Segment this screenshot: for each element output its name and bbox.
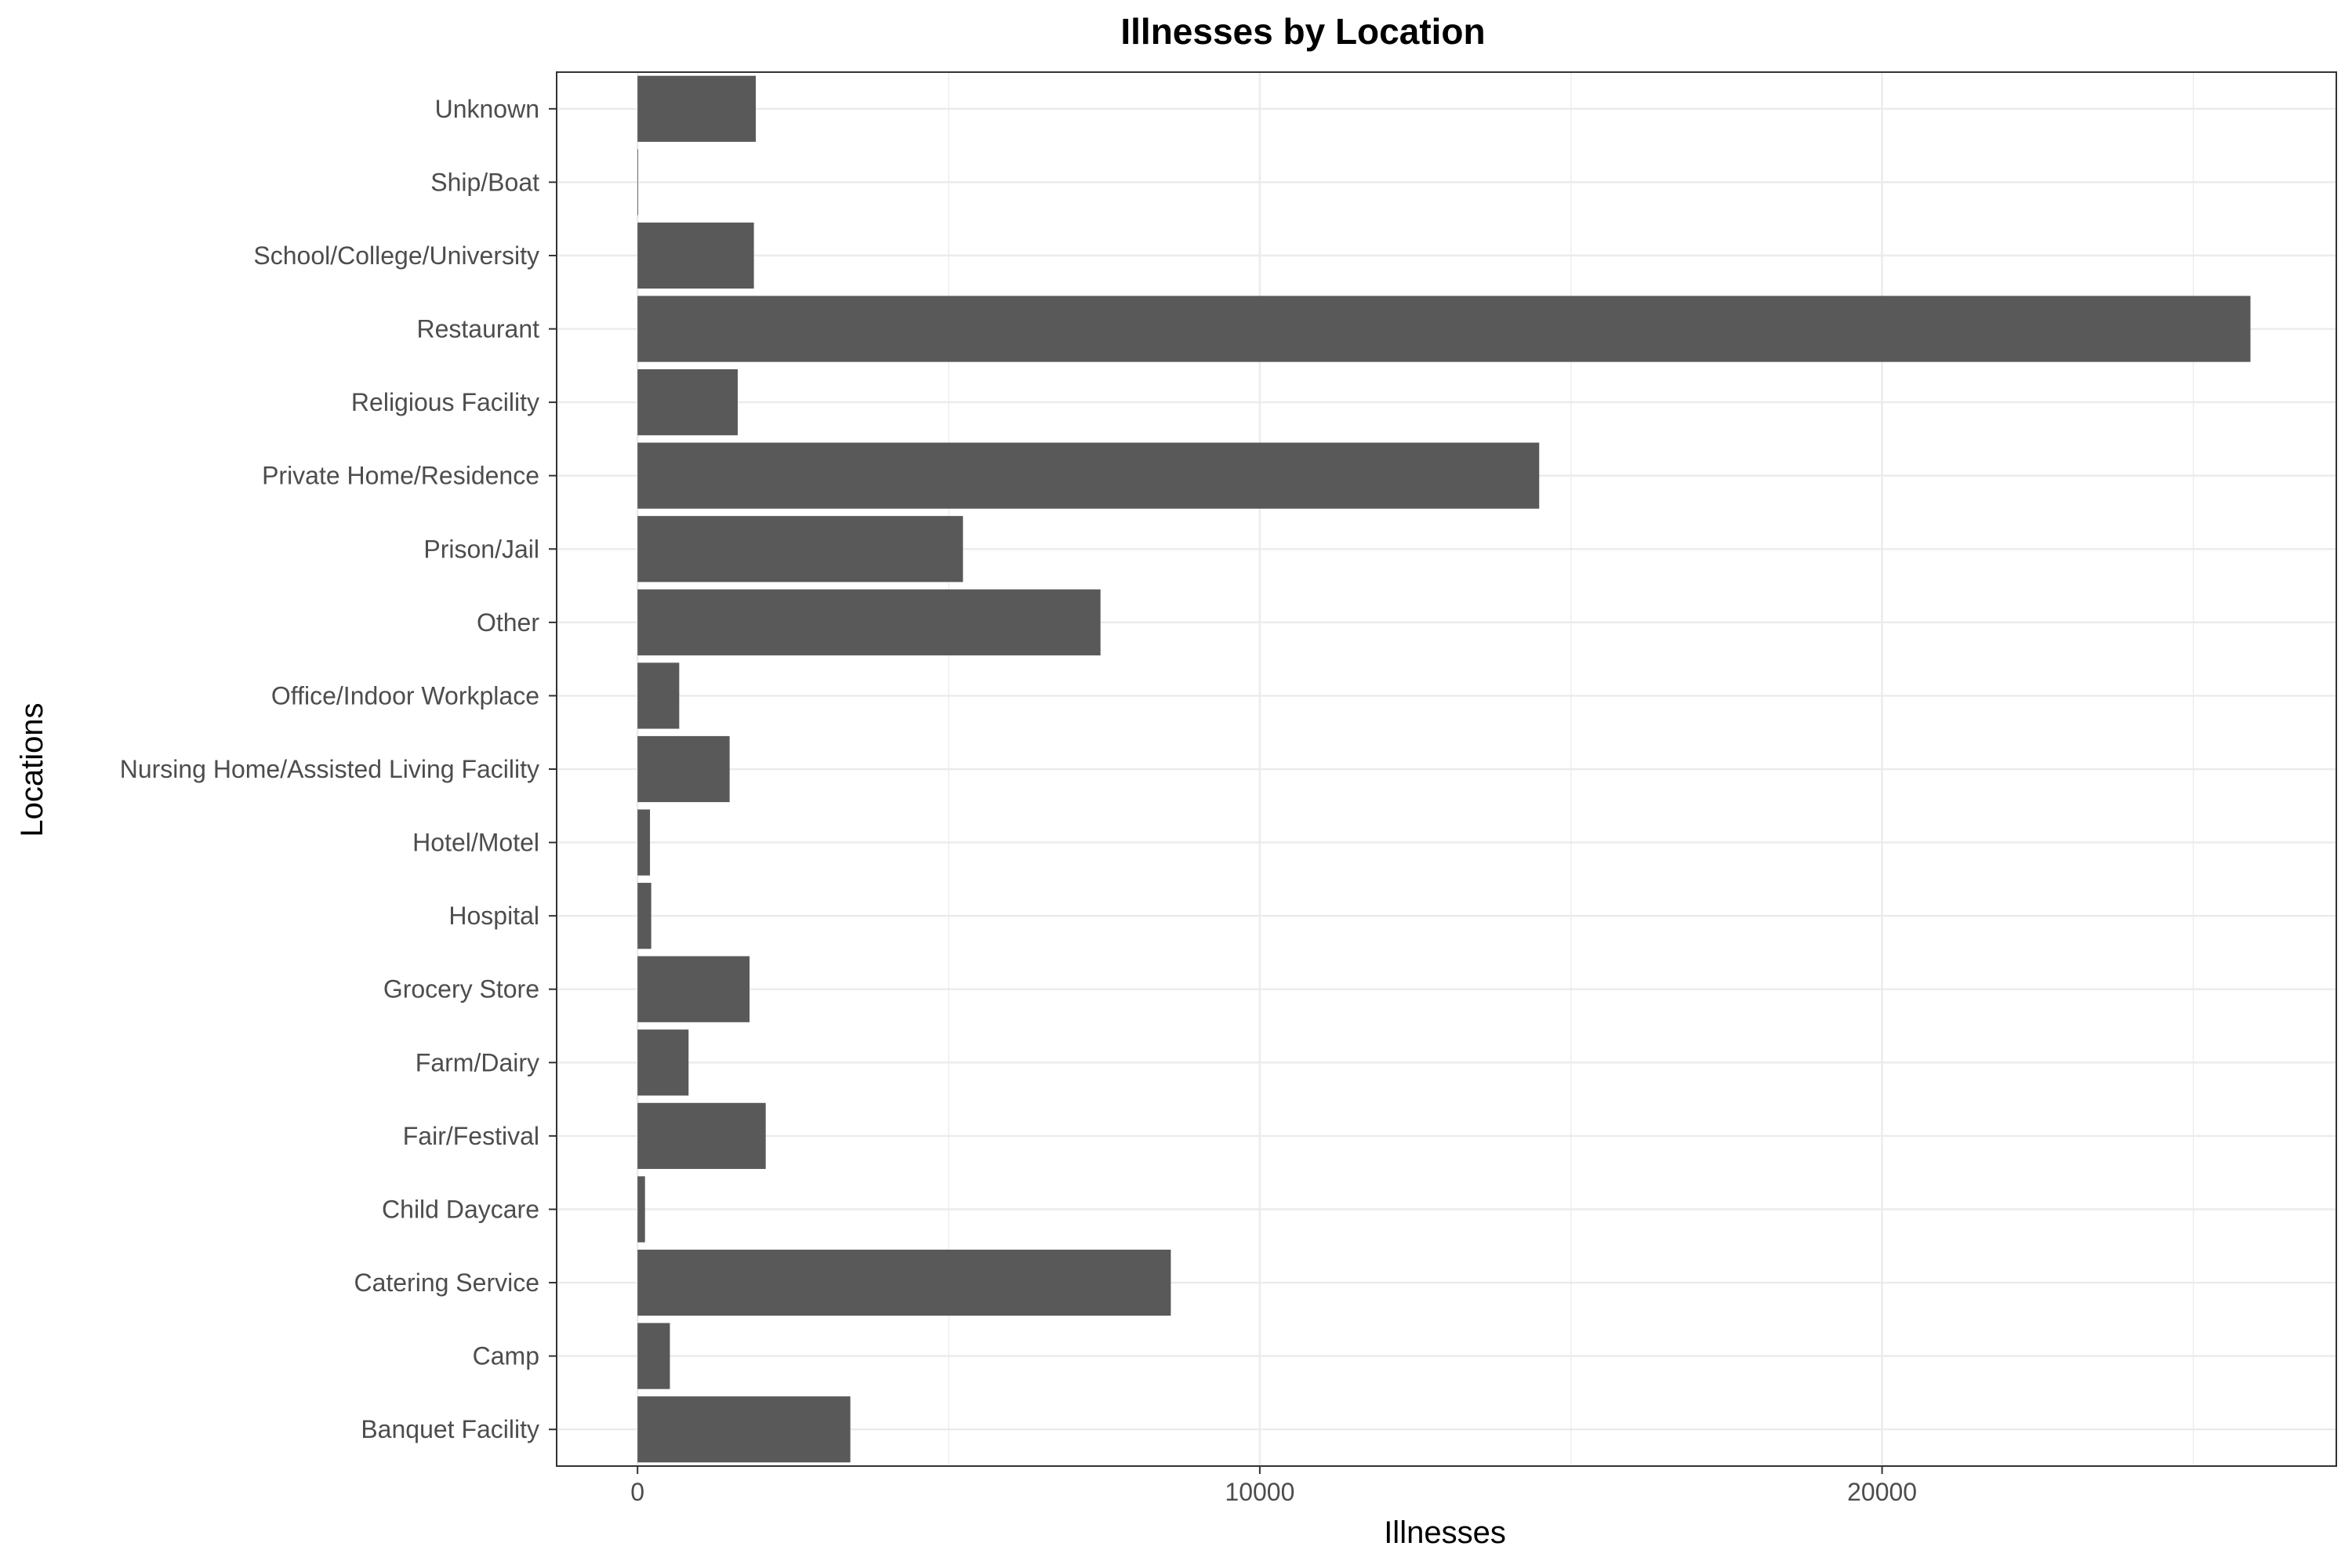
bar bbox=[637, 296, 2251, 362]
bar bbox=[637, 1249, 1171, 1316]
x-tick-label: 10000 bbox=[1225, 1478, 1294, 1506]
x-tick-label: 20000 bbox=[1847, 1478, 1917, 1506]
y-tick-label: School/College/University bbox=[253, 241, 539, 270]
bar bbox=[637, 589, 1101, 655]
y-tick-label: Prison/Jail bbox=[423, 535, 539, 563]
bar bbox=[637, 883, 652, 949]
y-tick-label: Fair/Festival bbox=[403, 1122, 539, 1150]
bar bbox=[637, 1102, 766, 1170]
y-tick-label: Office/Indoor Workplace bbox=[271, 681, 539, 710]
bar bbox=[637, 1396, 851, 1463]
bars bbox=[637, 75, 2251, 1463]
bar bbox=[637, 149, 638, 216]
y-tick-label: Catering Service bbox=[354, 1269, 539, 1297]
y-tick-label: Farm/Dairy bbox=[416, 1048, 539, 1076]
bar bbox=[637, 516, 964, 583]
bar bbox=[637, 442, 1540, 509]
bar bbox=[637, 956, 750, 1022]
tick-labels: Banquet Facility Camp Catering Service Chil… bbox=[120, 95, 1917, 1506]
y-tick-label: Unknown bbox=[435, 95, 539, 123]
x-tick-label: 0 bbox=[630, 1478, 644, 1506]
bar bbox=[637, 809, 651, 876]
y-tick-label: Ship/Boat bbox=[430, 168, 539, 196]
y-tick-label: Child Daycare bbox=[382, 1195, 539, 1223]
y-tick-label: Hospital bbox=[448, 902, 539, 930]
x-axis-title: Illnesses bbox=[1384, 1515, 1506, 1550]
y-tick-label: Nursing Home/Assisted Living Facility bbox=[120, 755, 539, 783]
bar bbox=[637, 735, 730, 803]
axis-ticks bbox=[549, 107, 1883, 1474]
bar bbox=[637, 662, 680, 729]
y-tick-label: Camp bbox=[473, 1342, 539, 1370]
y-tick-label: Other bbox=[477, 608, 539, 637]
y-tick-label: Private Home/Residence bbox=[262, 462, 539, 490]
y-axis-title: Locations bbox=[15, 702, 49, 837]
bar bbox=[637, 222, 754, 289]
bar bbox=[637, 1176, 645, 1243]
y-tick-label: Religious Facility bbox=[351, 388, 539, 416]
bar bbox=[637, 368, 738, 436]
bar bbox=[637, 75, 756, 142]
y-tick-label: Hotel/Motel bbox=[412, 829, 539, 857]
chart-title: Illnesses by Location bbox=[1120, 11, 1485, 52]
y-tick-label: Grocery Store bbox=[383, 975, 539, 1004]
y-tick-label: Banquet Facility bbox=[361, 1415, 539, 1443]
bar bbox=[637, 1029, 689, 1096]
bar bbox=[637, 1323, 670, 1389]
y-tick-label: Restaurant bbox=[416, 315, 539, 343]
